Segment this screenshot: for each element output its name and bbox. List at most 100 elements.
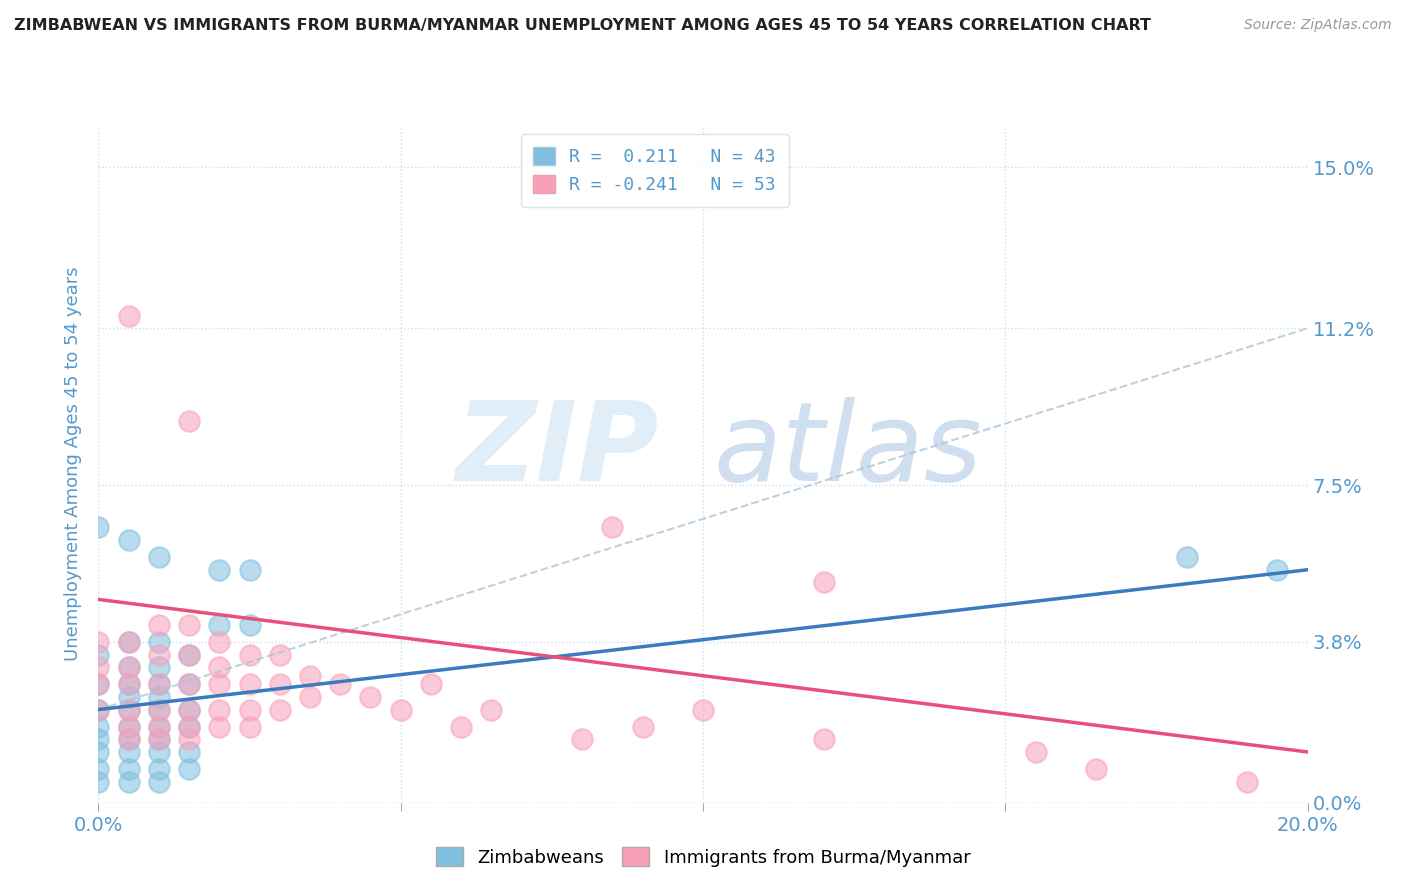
Legend: R =  0.211   N = 43, R = -0.241   N = 53: R = 0.211 N = 43, R = -0.241 N = 53 (520, 134, 789, 207)
Point (148, 677, 170, 691)
Point (299, 690, 322, 704)
Point (299, 669, 322, 683)
Point (118, 690, 141, 704)
Point (813, 575, 835, 590)
Point (118, 660, 141, 674)
Point (118, 762, 141, 776)
Point (118, 677, 141, 691)
Text: atlas: atlas (714, 397, 983, 504)
Point (87, 703, 110, 717)
Point (179, 732, 201, 747)
Point (118, 309, 141, 323)
Point (239, 677, 262, 691)
Point (118, 660, 141, 674)
Point (118, 635, 141, 649)
Point (148, 732, 170, 747)
Point (118, 774, 141, 789)
Point (1175, 549, 1198, 565)
Point (179, 648, 201, 662)
Point (148, 719, 170, 733)
Text: ZIMBABWEAN VS IMMIGRANTS FROM BURMA/MYANMAR UNEMPLOYMENT AMONG AGES 45 TO 54 YEA: ZIMBABWEAN VS IMMIGRANTS FROM BURMA/MYAN… (14, 18, 1152, 33)
Point (329, 677, 352, 691)
Point (239, 617, 262, 632)
Point (87, 677, 110, 691)
Point (269, 677, 291, 691)
Point (148, 648, 170, 662)
Point (148, 732, 170, 747)
Legend: Zimbabweans, Immigrants from Burma/Myanmar: Zimbabweans, Immigrants from Burma/Myanm… (429, 840, 977, 874)
Point (269, 648, 291, 662)
Point (148, 635, 170, 649)
Point (148, 719, 170, 733)
Point (208, 703, 231, 717)
Point (87, 732, 110, 747)
Point (269, 703, 291, 717)
Point (118, 732, 141, 747)
Point (148, 774, 170, 789)
Point (179, 677, 201, 691)
Point (450, 719, 472, 733)
Point (179, 745, 201, 759)
Point (87, 660, 110, 674)
Point (118, 703, 141, 717)
Point (87, 635, 110, 649)
Point (239, 719, 262, 733)
Text: ZIP: ZIP (456, 397, 659, 504)
Point (1024, 745, 1046, 759)
Point (179, 617, 201, 632)
Point (148, 745, 170, 759)
Point (179, 415, 201, 429)
Point (148, 690, 170, 704)
Point (208, 677, 231, 691)
Point (87, 703, 110, 717)
Point (239, 563, 262, 577)
Point (208, 660, 231, 674)
Point (602, 520, 624, 534)
Point (481, 703, 503, 717)
Point (87, 774, 110, 789)
Point (208, 635, 231, 649)
Point (1267, 563, 1289, 577)
Point (179, 719, 201, 733)
Point (118, 719, 141, 733)
Point (571, 732, 593, 747)
Text: Source: ZipAtlas.com: Source: ZipAtlas.com (1244, 18, 1392, 32)
Point (208, 617, 231, 632)
Point (179, 703, 201, 717)
Point (148, 703, 170, 717)
Point (1236, 774, 1258, 789)
Point (631, 719, 654, 733)
Point (208, 563, 231, 577)
Point (148, 677, 170, 691)
Point (87, 520, 110, 534)
Point (118, 745, 141, 759)
Point (118, 635, 141, 649)
Point (360, 690, 382, 704)
Point (239, 703, 262, 717)
Point (87, 745, 110, 759)
Point (87, 648, 110, 662)
Point (1085, 762, 1108, 776)
Point (118, 732, 141, 747)
Point (179, 648, 201, 662)
Point (148, 549, 170, 565)
Point (87, 719, 110, 733)
Point (118, 703, 141, 717)
Point (179, 719, 201, 733)
Point (179, 677, 201, 691)
Point (179, 703, 201, 717)
Point (118, 677, 141, 691)
Point (148, 762, 170, 776)
Point (148, 703, 170, 717)
Point (813, 732, 835, 747)
Point (148, 660, 170, 674)
Y-axis label: Unemployment Among Ages 45 to 54 years: Unemployment Among Ages 45 to 54 years (65, 267, 83, 661)
Point (118, 719, 141, 733)
Point (87, 762, 110, 776)
Point (208, 719, 231, 733)
Point (239, 648, 262, 662)
Point (148, 617, 170, 632)
Point (389, 703, 412, 717)
Point (118, 533, 141, 548)
Point (179, 762, 201, 776)
